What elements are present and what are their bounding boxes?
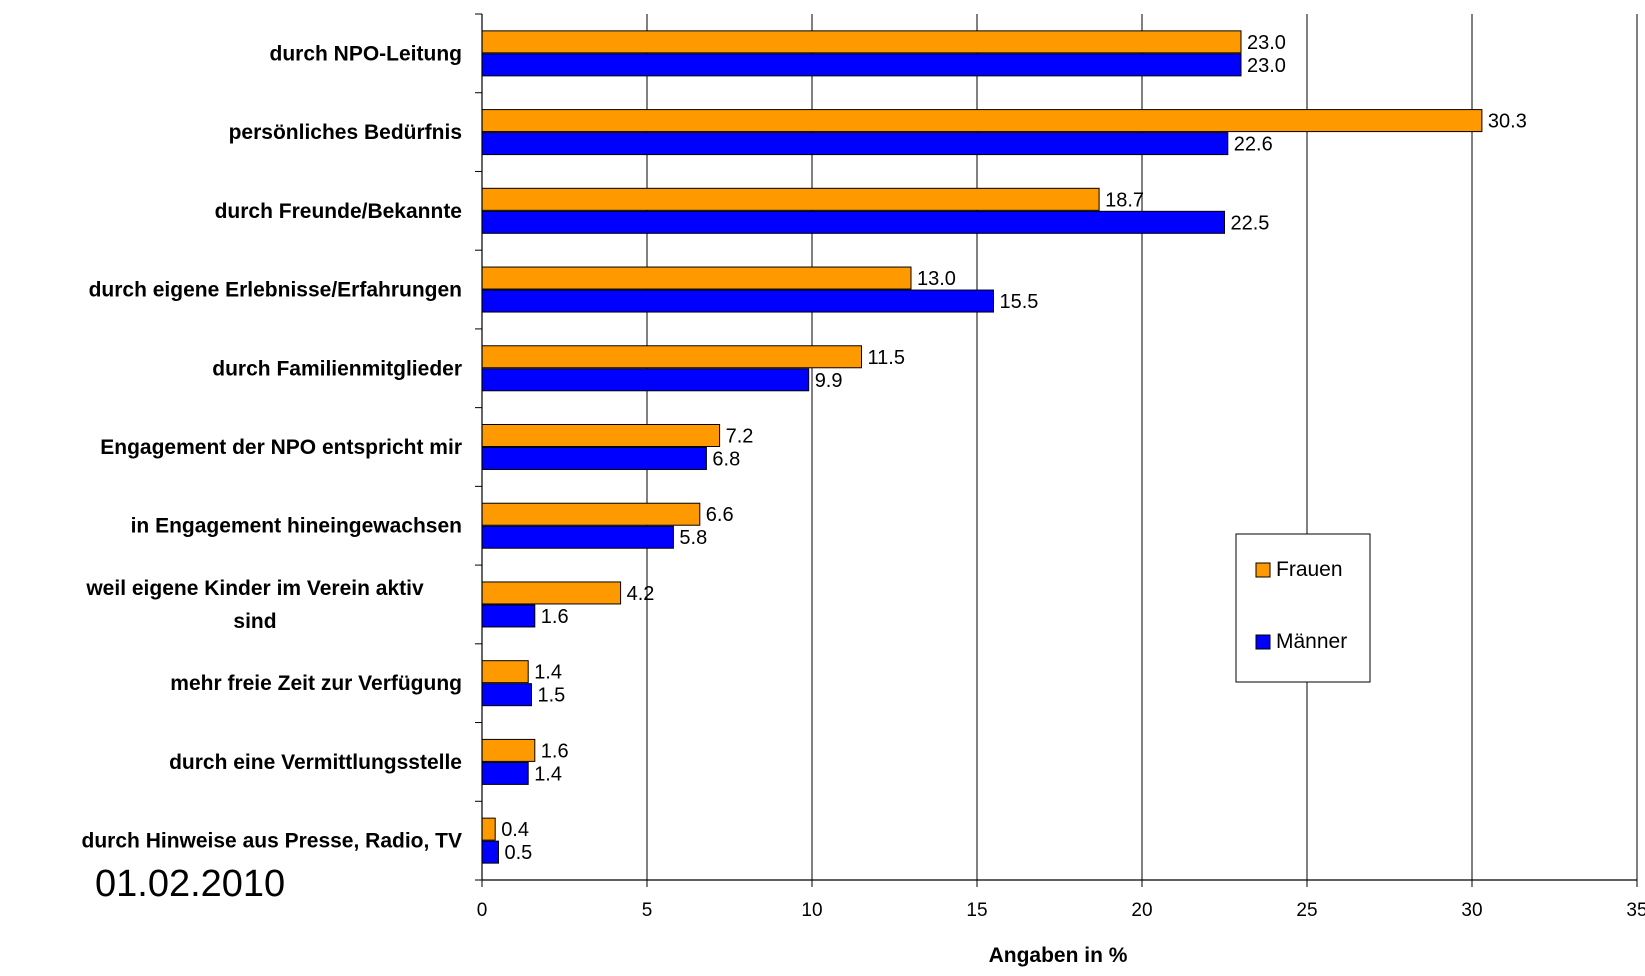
bar-frauen [481,187,1100,211]
legend-swatch [1255,634,1271,650]
bar-frauen [481,502,701,526]
bar-frauen [481,266,912,290]
legend: Frauen Männer [1235,533,1371,683]
data-label: 15.5 [1000,291,1039,313]
bar-frauen [481,660,529,684]
category-label: durch Familienmitglieder [212,357,462,380]
bar-männer [481,604,536,628]
data-label: 1.4 [534,662,562,684]
data-label: 1.4 [534,763,562,785]
data-label: 18.7 [1105,189,1144,211]
x-tick-label: 5 [642,900,653,921]
bar-männer [481,368,810,392]
category-label: Engagement der NPO entspricht mir [100,436,462,459]
data-label: 7.2 [726,426,754,448]
legend-box [1235,533,1371,683]
x-tick-label: 20 [1131,900,1152,921]
x-tick-label: 15 [966,900,987,921]
bar-frauen [481,424,721,447]
axes [475,13,1638,887]
data-label: 0.5 [505,842,533,864]
bar-männer [481,210,1225,234]
labels: 0 5 10 15 20 25 30 35 23.023.0 durch NPO-Leitung 3… [82,32,1645,921]
bar-frauen [481,738,536,762]
data-label: 22.6 [1234,134,1273,156]
bar-frauen [481,30,1242,54]
data-label: 9.9 [815,370,843,392]
category-label: weil eigene Kinder im Verein aktiv sind [85,577,424,633]
category-label: mehr freie Zeit zur Verfügung [170,672,462,695]
category-label: in Engagement hineingewachsen [131,515,462,538]
legend-swatch [1255,562,1271,578]
x-axis-title: Angaben in % [989,944,1128,967]
category-label: persönliches Bedürfnis [229,121,462,144]
x-tick-label: 10 [801,900,822,921]
bar-männer [481,289,994,313]
bar-männer [481,53,1242,77]
data-label: 1.5 [538,685,566,707]
bar-frauen [481,109,1483,133]
data-label: 13.0 [917,268,956,290]
bar-männer [481,761,529,785]
category-label: durch eigene Erlebnisse/Erfahrungen [89,279,462,302]
bar-männer [481,447,707,470]
x-tick-label: 35 [1626,900,1645,921]
data-label: 23.0 [1247,55,1286,77]
category-label: durch NPO-Leitung [270,42,463,65]
data-label: 6.6 [706,504,734,526]
bars [481,30,1483,864]
category-label: durch Freunde/Bekannte [215,200,462,223]
data-label: 5.8 [679,527,707,549]
bar-männer [481,683,532,707]
gridlines [646,14,1638,880]
data-label: 1.6 [541,606,569,628]
bar-männer [481,132,1229,156]
date-label: 01.02.2010 [95,863,285,905]
category-label: durch Hinweise aus Presse, Radio, TV [82,830,462,853]
data-label: 11.5 [868,347,905,369]
data-label: 23.0 [1247,32,1286,54]
x-tick-label: 25 [1296,900,1317,921]
data-label: 4.2 [627,583,655,605]
bar-frauen [481,581,622,605]
bar-frauen [481,345,862,369]
bar-männer [481,525,674,549]
data-label: 1.6 [541,740,569,762]
data-label: 0.4 [501,819,529,841]
legend-label: Frauen [1276,558,1343,581]
data-label: 30.3 [1488,111,1527,133]
bar-männer [481,840,499,864]
x-tick-label: 30 [1461,900,1482,921]
legend-label: Männer [1276,630,1347,653]
category-label: durch eine Vermittlungsstelle [169,751,462,774]
x-tick-label: 0 [477,900,488,921]
data-label: 6.8 [712,449,740,471]
data-label: 22.5 [1231,212,1270,234]
bar-frauen [481,817,496,841]
